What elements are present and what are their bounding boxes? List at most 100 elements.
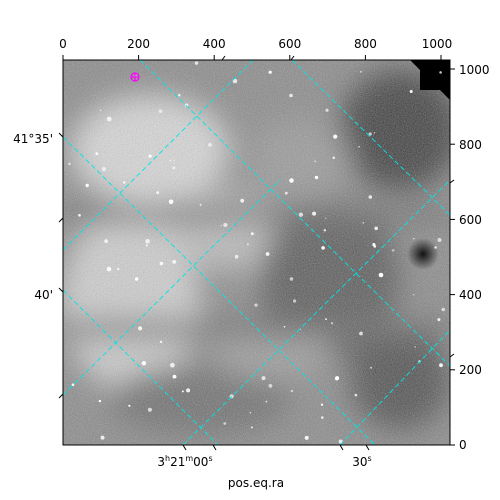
- star: [354, 393, 358, 397]
- star: [414, 346, 416, 348]
- star: [320, 403, 324, 406]
- star: [338, 439, 343, 444]
- top-tick-0: 0: [59, 37, 67, 60]
- star: [358, 145, 360, 148]
- left-tick-dec-35: 41°35': [13, 132, 64, 146]
- star: [220, 225, 222, 227]
- star: [147, 407, 152, 412]
- star: [439, 363, 443, 368]
- top-tick-800: 800: [354, 37, 377, 60]
- svg-text:40': 40': [34, 288, 53, 302]
- star: [159, 261, 164, 266]
- star: [71, 383, 75, 387]
- star: [148, 154, 152, 158]
- star: [335, 376, 340, 381]
- star: [186, 388, 191, 393]
- star: [106, 116, 112, 122]
- star: [181, 390, 184, 393]
- star: [226, 223, 228, 226]
- star: [101, 167, 106, 172]
- star: [232, 78, 238, 84]
- star: [141, 361, 147, 366]
- svg-text:800: 800: [459, 138, 482, 152]
- star: [370, 366, 373, 369]
- star: [293, 299, 297, 303]
- bottom-tick-ra-3h21m00s: 3h21m00s: [157, 454, 212, 469]
- source-marker: [130, 72, 140, 82]
- svg-text:400: 400: [203, 37, 226, 51]
- star: [254, 303, 258, 307]
- coordinate-grid: [63, 60, 450, 445]
- star-field: [68, 61, 446, 444]
- svg-text:1000: 1000: [422, 37, 453, 51]
- star: [78, 214, 81, 217]
- svg-text:600: 600: [278, 37, 301, 51]
- star: [323, 229, 326, 232]
- svg-text:200: 200: [459, 363, 482, 377]
- star: [247, 243, 249, 246]
- svg-text:0: 0: [59, 37, 67, 51]
- star: [169, 159, 172, 162]
- star: [413, 294, 415, 296]
- star: [268, 384, 273, 388]
- star: [368, 132, 372, 136]
- star: [330, 322, 334, 325]
- star: [321, 416, 324, 419]
- star: [325, 108, 329, 112]
- star: [289, 277, 294, 281]
- star: [359, 331, 363, 336]
- star: [249, 412, 251, 414]
- right-tick-1000: 1000: [450, 63, 490, 77]
- star: [304, 435, 309, 440]
- star: [128, 404, 131, 407]
- svg-text:600: 600: [459, 213, 482, 227]
- star: [172, 260, 177, 264]
- bottom-axis: 3h21m00s 30s pos.eq.ra: [157, 444, 372, 490]
- star: [158, 109, 163, 113]
- svg-text:1000: 1000: [459, 63, 490, 77]
- star: [104, 239, 108, 244]
- star: [362, 222, 364, 224]
- star: [100, 435, 105, 440]
- right-tick-400: 400: [450, 288, 482, 302]
- star: [160, 340, 163, 343]
- star: [325, 217, 327, 219]
- star: [240, 198, 245, 203]
- star: [333, 134, 338, 139]
- star: [123, 181, 126, 184]
- star: [289, 178, 294, 183]
- star: [156, 191, 160, 195]
- top-tick-400: 400: [203, 37, 226, 60]
- star: [223, 422, 227, 425]
- left-tick-dec-40: 40': [34, 287, 64, 302]
- star: [250, 426, 253, 429]
- x-axis-label: pos.eq.ra: [228, 476, 284, 490]
- star: [117, 267, 120, 271]
- star: [172, 166, 176, 170]
- svg-text:200: 200: [127, 37, 150, 51]
- star: [332, 156, 336, 160]
- svg-text:41°35': 41°35': [13, 132, 53, 146]
- top-tick-200: 200: [127, 37, 150, 60]
- star: [199, 203, 202, 206]
- star: [437, 238, 442, 242]
- star: [325, 318, 327, 321]
- star: [178, 94, 181, 97]
- star: [134, 277, 139, 281]
- star: [106, 266, 112, 272]
- top-axis: 0 200 400 600 800 1000: [59, 37, 453, 61]
- star: [145, 239, 150, 244]
- star: [437, 318, 441, 322]
- star: [208, 143, 212, 147]
- top-tick-1000: 1000: [422, 37, 453, 60]
- star: [145, 244, 148, 247]
- star: [368, 195, 373, 199]
- star: [283, 326, 286, 328]
- star: [314, 175, 319, 180]
- right-tick-200: 200: [450, 363, 482, 377]
- star: [441, 307, 446, 312]
- star: [373, 132, 376, 134]
- star: [138, 326, 143, 331]
- star: [234, 254, 239, 259]
- star: [434, 246, 437, 249]
